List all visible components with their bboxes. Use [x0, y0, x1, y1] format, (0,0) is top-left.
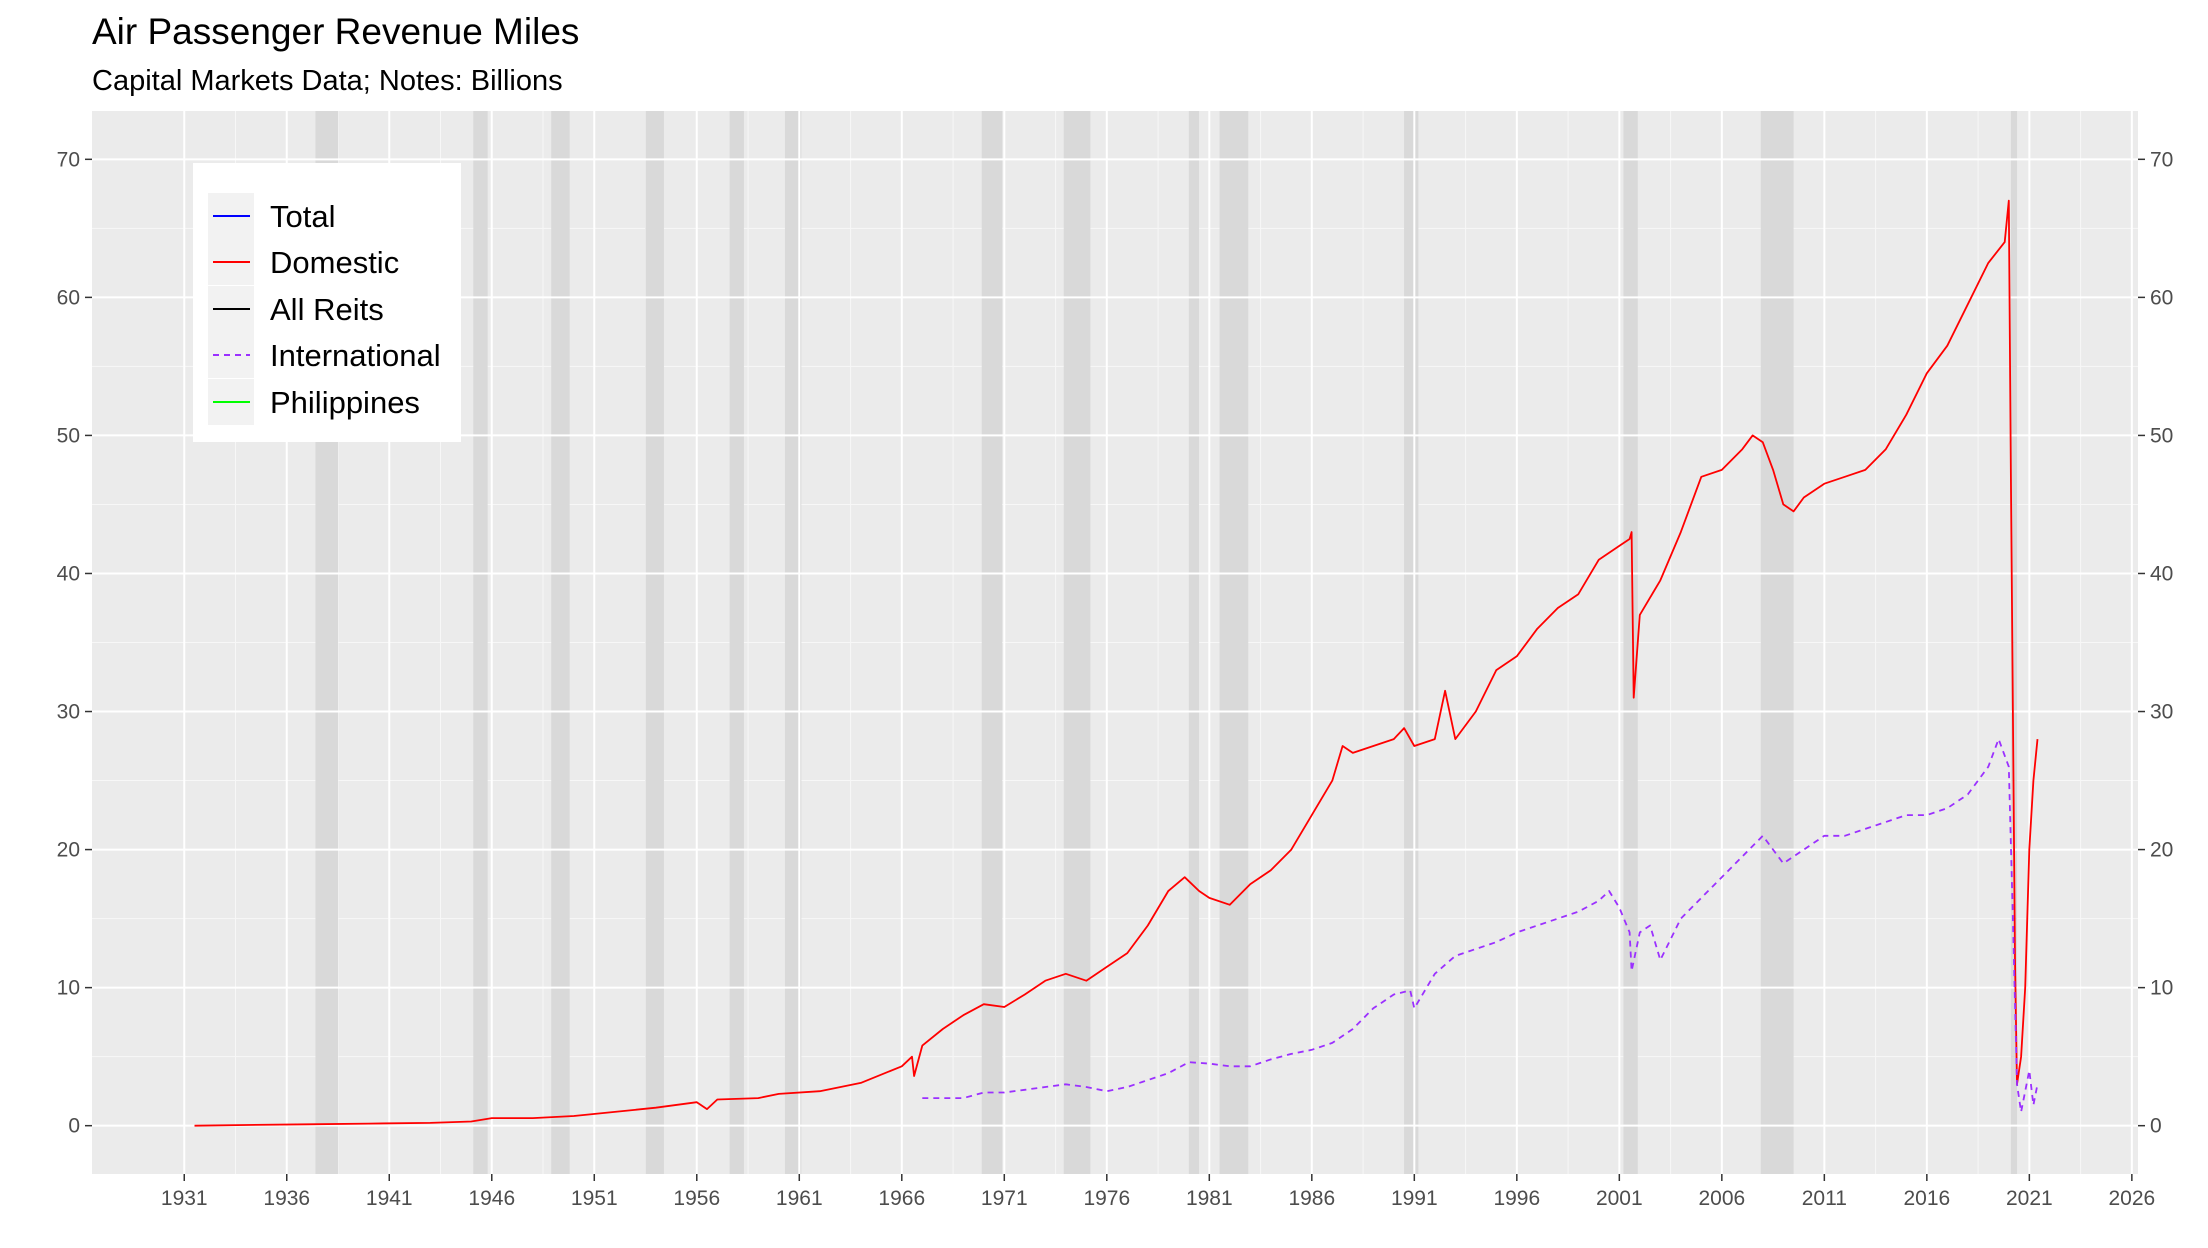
y-tick-label-right: 40 [2150, 562, 2173, 585]
y-tick-label-right: 60 [2150, 286, 2173, 309]
legend-label-all-reits: All Reits [270, 292, 384, 327]
y-tick-label: 10 [57, 977, 80, 1000]
series-line-international [922, 738, 2039, 1113]
major-grid [92, 111, 2138, 1174]
recession-band [1063, 111, 1091, 1174]
series-lines [194, 199, 2039, 1127]
recession-band [473, 111, 488, 1174]
x-tick-label: 1996 [1493, 1187, 1540, 1210]
y-tick-label-right: 0 [2150, 1115, 2162, 1138]
recession-band [1623, 111, 1638, 1174]
recession-band [551, 111, 570, 1174]
x-tick-label: 2011 [1802, 1187, 1847, 1210]
x-tick-label: 1951 [571, 1187, 618, 1210]
x-tick-label: 1986 [1288, 1187, 1335, 1210]
y-tick-label: 0 [68, 1115, 80, 1138]
y-tick-label: 40 [57, 562, 80, 585]
x-tick-label: 2016 [1903, 1187, 1950, 1210]
x-tick-label: 1961 [776, 1187, 823, 1210]
y-tick-label: 50 [57, 424, 80, 447]
legend-label-international: International [270, 338, 441, 373]
legend: Total Domestic All Reits International P… [193, 163, 461, 442]
x-tick-label: 1976 [1083, 1187, 1130, 1210]
y-tick-label: 20 [57, 839, 80, 862]
x-tick-label: 2021 [2006, 1187, 2053, 1210]
legend-label-total: Total [270, 199, 335, 234]
y-tick-label-right: 20 [2150, 839, 2173, 862]
x-tick-label: 1946 [468, 1187, 515, 1210]
x-tick-label: 1931 [161, 1187, 208, 1210]
y-tick-label: 30 [57, 701, 80, 724]
x-tick-label: 1966 [878, 1187, 925, 1210]
x-axis: 1931 1936 1941 1946 1951 1956 1961 1966 1971 1976… [161, 1174, 2155, 1210]
x-tick-label: 1941 [366, 1187, 413, 1210]
recession-bands [315, 111, 2018, 1174]
x-tick-label: 2001 [1596, 1187, 1643, 1210]
y-tick-label-right: 50 [2150, 424, 2173, 447]
x-tick-label: 2026 [2108, 1187, 2155, 1210]
x-tick-label: 1936 [263, 1187, 310, 1210]
y-tick-label-right: 70 [2150, 148, 2173, 171]
recession-band [645, 111, 664, 1174]
x-tick-label: 1971 [981, 1187, 1028, 1210]
y-tick-label-right: 10 [2150, 977, 2173, 1000]
chart-title: Air Passenger Revenue Miles [92, 11, 579, 52]
recession-band [1404, 111, 1419, 1174]
legend-label-philippines: Philippines [270, 385, 420, 420]
legend-label-domestic: Domestic [270, 245, 399, 280]
x-tick-label: 1991 [1391, 1187, 1438, 1210]
y-tick-label: 60 [57, 286, 80, 309]
series-line-domestic [194, 199, 2039, 1127]
recession-band [784, 111, 802, 1174]
recession-band [1188, 111, 1200, 1174]
x-tick-label: 1956 [673, 1187, 720, 1210]
recession-band [2010, 111, 2018, 1174]
y-axis-right: 0 10 20 30 40 50 60 70 [2138, 148, 2173, 1138]
x-tick-label: 2006 [1698, 1187, 1745, 1210]
x-tick-label: 1981 [1186, 1187, 1233, 1210]
recession-band [1760, 111, 1794, 1174]
recession-band [729, 111, 744, 1174]
recession-band [981, 111, 1003, 1174]
recession-band [1219, 111, 1249, 1174]
chart-subtitle: Capital Markets Data; Notes: Billions [92, 65, 563, 97]
y-tick-label-right: 30 [2150, 701, 2173, 724]
y-tick-label: 70 [57, 148, 80, 171]
y-axis-left: 0 10 20 30 40 50 60 70 [57, 148, 92, 1138]
